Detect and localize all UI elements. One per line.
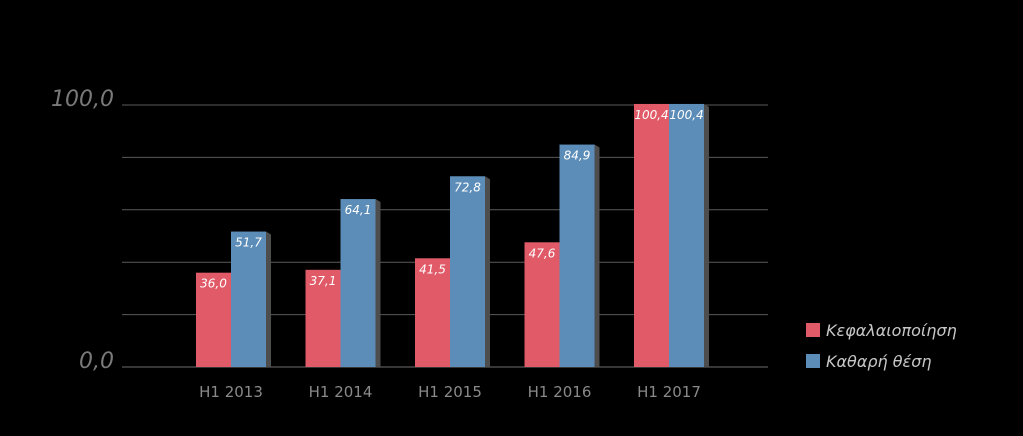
data-label: 51,7 (235, 236, 262, 250)
bar-shadow (375, 199, 381, 367)
x-tick-label: H1 2013 (199, 383, 263, 401)
bar-shadow (704, 103, 709, 368)
x-tick-label: H1 2016 (528, 383, 592, 401)
bar-shadow (485, 176, 490, 367)
data-label: 100,4 (634, 108, 668, 122)
data-label: 72,8 (454, 180, 481, 194)
bar-capitalization (524, 242, 560, 367)
bar-shadow (266, 231, 271, 367)
x-tick-label: H1 2014 (309, 383, 373, 401)
data-label: 41,5 (419, 262, 446, 276)
bar-net-position (231, 231, 266, 367)
x-tick-label: H1 2015 (418, 383, 482, 401)
data-label: 36,0 (200, 277, 227, 291)
bar-net-position (559, 144, 595, 367)
legend-label-capitalization: Κεφαλαιοποίηση (826, 321, 957, 340)
y-tick-label-0: 0,0 (79, 349, 114, 374)
bars-group: 36,0 37,1 41,5 47,6 100,4 51,7 64,1 72,8 84,9 100… (196, 103, 709, 368)
bar-net-position (340, 199, 376, 367)
bar-capitalization (196, 272, 231, 367)
legend-swatch-capitalization (806, 323, 820, 337)
y-tick-label-100: 100,0 (51, 87, 114, 112)
legend-label-net-position: Καθαρή θέση (826, 352, 931, 371)
bar-capitalization (634, 103, 669, 368)
legend-swatch-net-position (806, 354, 820, 368)
data-label: 100,4 (669, 108, 703, 122)
bar-capitalization (415, 258, 450, 367)
y-axis: 0,0 100,0 (51, 87, 114, 374)
bar-capitalization (305, 269, 341, 367)
data-label: 64,1 (345, 203, 372, 217)
x-tick-label: H1 2017 (637, 383, 701, 401)
bar-shadow (594, 144, 600, 367)
data-label: 84,9 (564, 149, 591, 163)
data-label: 47,6 (529, 246, 556, 260)
data-label: 37,1 (310, 274, 337, 288)
bar-net-position (450, 176, 485, 367)
legend: Κεφαλαιοποίηση Καθαρή θέση (806, 321, 957, 371)
bar-net-position (669, 103, 704, 368)
x-axis: H1 2013 H1 2014 H1 2015 H1 2016 H1 2017 (199, 383, 701, 401)
